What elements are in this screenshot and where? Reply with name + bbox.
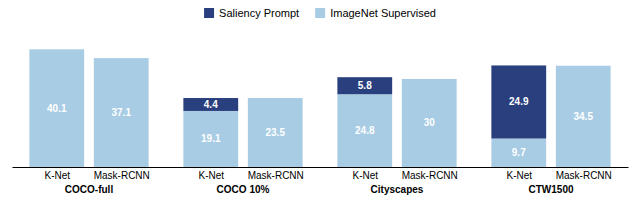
- legend-label: ImageNet Supervised: [330, 7, 436, 19]
- bar: [183, 111, 238, 167]
- bar: [556, 65, 611, 66]
- x-tick-label: K-Net: [352, 170, 378, 181]
- x-tick-label: K-Net: [506, 170, 532, 181]
- x-axis-groups: COCO-full COCO 10% Cityscapes CTW1500: [13, 167, 629, 195]
- bars: [29, 49, 610, 167]
- x-tick-label: Mask-RCNN: [556, 170, 612, 181]
- data-label: 24.9: [509, 96, 529, 107]
- data-label: 24.8: [355, 125, 375, 136]
- data-labels: 40.1 37.1 19.1 23.5 24.8 30 9.7 34.5 4.4 5.8 24.9: [47, 80, 593, 158]
- bar-series: [183, 65, 546, 138]
- group-label: CTW1500: [528, 184, 573, 195]
- bar: [248, 98, 303, 167]
- legend-swatch: [315, 8, 325, 18]
- data-label: 37.1: [111, 107, 131, 118]
- legend-item: ImageNet Supervised: [315, 7, 436, 19]
- x-tick: Mask-RCNN: [248, 167, 304, 181]
- bar: [183, 98, 238, 111]
- x-tick: Mask-RCNN: [556, 167, 612, 181]
- x-tick-label: K-Net: [198, 170, 224, 181]
- x-tick-label: K-Net: [44, 170, 70, 181]
- bar: [29, 49, 84, 50]
- x-tick: K-Net: [506, 167, 532, 181]
- data-label: 23.5: [265, 127, 285, 138]
- x-tick: Mask-RCNN: [94, 167, 150, 181]
- bar: [29, 49, 84, 167]
- data-label: 5.8: [358, 80, 372, 91]
- bar: [402, 78, 457, 79]
- data-label: 4.4: [204, 99, 218, 110]
- bar: [94, 58, 149, 59]
- x-axis-line: [13, 167, 629, 168]
- data-label: 34.5: [573, 111, 593, 122]
- group-label: COCO 10%: [217, 184, 270, 195]
- x-axis: K-Net Mask-RCNN K-Net Mask-RCNN K-Net Mask-RC…: [44, 167, 611, 181]
- chart: 40.1 37.1 19.1 23.5 24.8 30 9.7 34.5 4.4 5.8 24.9 C…: [0, 0, 640, 213]
- x-tick-label: Mask-RCNN: [248, 170, 304, 181]
- legend-label: Saliency Prompt: [219, 7, 299, 19]
- x-tick: K-Net: [198, 167, 224, 181]
- legend-swatch: [204, 8, 214, 18]
- bar: [248, 98, 303, 99]
- bar: [556, 66, 611, 167]
- bar-series: [29, 49, 610, 167]
- bar: [402, 79, 457, 167]
- x-tick-label: Mask-RCNN: [94, 170, 150, 181]
- bar: [94, 58, 149, 167]
- data-label: 40.1: [47, 103, 67, 114]
- data-label: 19.1: [201, 133, 221, 144]
- legend: Saliency Prompt ImageNet Supervised: [204, 7, 436, 19]
- x-tick: K-Net: [44, 167, 70, 181]
- x-tick: K-Net: [352, 167, 378, 181]
- x-tick: Mask-RCNN: [402, 167, 458, 181]
- data-label: 30: [424, 117, 436, 128]
- legend-item: Saliency Prompt: [204, 7, 299, 19]
- bar: [491, 139, 546, 167]
- group-label: COCO-full: [65, 184, 114, 195]
- group-label: Cityscapes: [371, 184, 424, 195]
- x-tick-label: Mask-RCNN: [402, 170, 458, 181]
- bar: [491, 65, 546, 138]
- bar: [337, 77, 392, 94]
- data-label: 9.7: [512, 147, 526, 158]
- bar: [337, 94, 392, 167]
